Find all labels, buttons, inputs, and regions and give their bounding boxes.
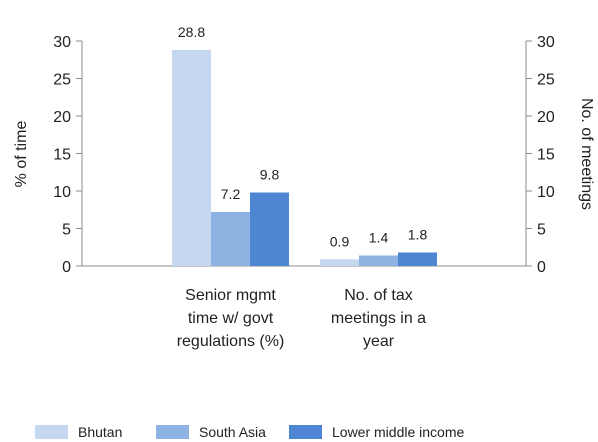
y-tick-label-left: 10 — [53, 184, 71, 201]
data-labels-group: 28.8 7.2 9.8 0.9 1.4 1.8 — [178, 24, 428, 249]
y-axis-title-left: % of time — [13, 121, 30, 188]
y-tick-label-left: 0 — [62, 259, 71, 276]
bar-lower-middle-income — [250, 192, 289, 266]
legend-swatch — [289, 425, 322, 439]
data-label: 1.8 — [408, 227, 428, 243]
y-tick-label-right: 15 — [537, 147, 555, 164]
bar-south-asia — [359, 255, 398, 266]
y-tick-label-right: 25 — [537, 72, 555, 89]
data-label: 9.8 — [260, 167, 280, 183]
x-category-label: regulations (%) — [177, 333, 285, 350]
x-category-label: meetings in a — [331, 310, 426, 327]
x-category-label: year — [363, 333, 395, 350]
y-tick-label-right: 10 — [537, 184, 555, 201]
legend-label: South Asia — [199, 424, 266, 440]
legend-label: Lower middle income — [332, 424, 464, 440]
y-tick-label-right: 0 — [537, 259, 546, 276]
y-tick-label-right: 20 — [537, 109, 555, 126]
data-label: 7.2 — [221, 186, 241, 202]
y-tick-label-left: 25 — [53, 72, 71, 89]
y-tick-label-right: 5 — [537, 222, 546, 239]
y-tick-label-left: 30 — [53, 34, 71, 51]
legend-swatch — [156, 425, 189, 439]
category-labels-group: Senior mgmt time w/ govt regulations (%) No… — [177, 287, 426, 350]
y-tick-label-left: 15 — [53, 147, 71, 164]
bars-group — [172, 50, 437, 266]
bar-lower-middle-income — [398, 252, 437, 266]
legend: Bhutan South Asia Lower middle income — [35, 424, 464, 440]
data-label: 0.9 — [330, 233, 350, 249]
y-tick-label-right: 30 — [537, 34, 555, 51]
x-category-label: Senior mgmt — [185, 287, 276, 304]
y-axis-title-right: No. of meetings — [578, 98, 595, 210]
y-tick-label-left: 20 — [53, 109, 71, 126]
x-category-label: time w/ govt — [188, 310, 274, 327]
data-label: 28.8 — [178, 24, 205, 40]
bar-bhutan — [320, 259, 359, 266]
data-label: 1.4 — [369, 230, 389, 246]
legend-swatch — [35, 425, 68, 439]
bar-south-asia — [211, 212, 250, 266]
y-tick-label-left: 5 — [62, 222, 71, 239]
axes-group: 0 0 5 5 10 10 15 15 20 20 25 25 30 30 — [53, 34, 555, 276]
legend-label: Bhutan — [78, 424, 122, 440]
x-category-label: No. of tax — [344, 287, 412, 304]
bar-bhutan — [172, 50, 211, 266]
